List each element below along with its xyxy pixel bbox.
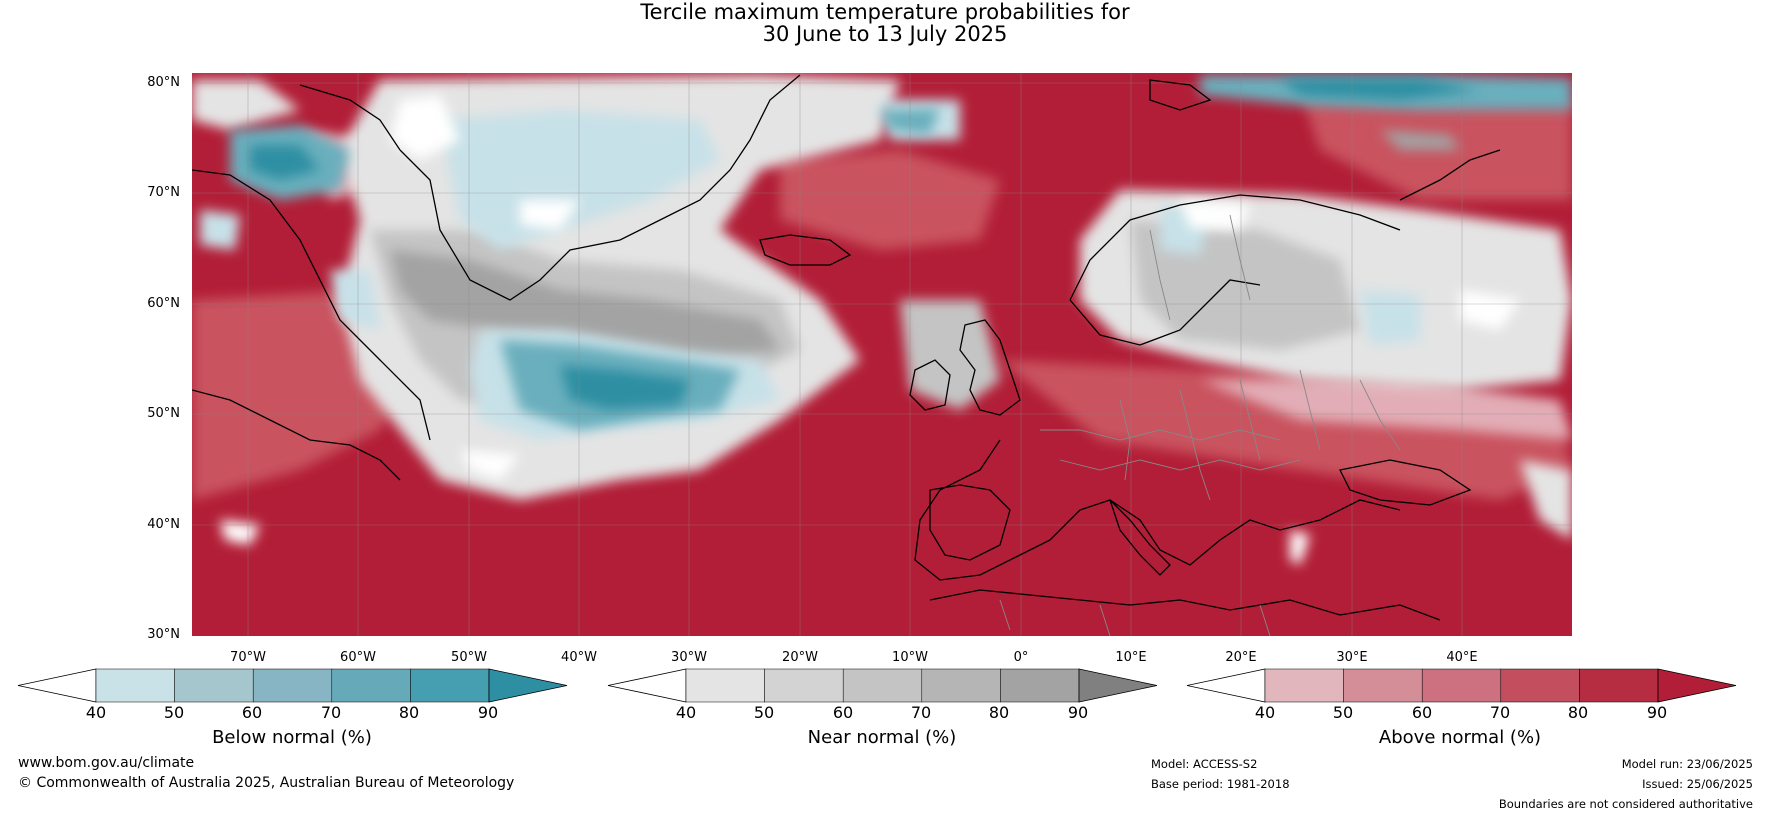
below-colorbar-segment [410, 668, 490, 703]
website-link[interactable]: www.bom.gov.au/climate [18, 755, 195, 771]
above-tick-70: 70 [1489, 703, 1511, 722]
colorbar-group [17, 668, 1737, 703]
model-text: Model: ACCESS-S2 [1151, 757, 1258, 771]
near-normal-strong-region [390, 130, 1460, 360]
map-title-line-2: 30 June to 13 July 2025 [762, 22, 1008, 46]
above-tick-90: 90 [1646, 703, 1668, 722]
below-tick-80: 80 [398, 703, 420, 722]
near-colorbar-segment [921, 668, 1001, 703]
lon-label-20w: 20°W [782, 650, 818, 665]
below-tick-90: 90 [477, 703, 499, 722]
near-colorbar-segment [685, 668, 765, 703]
above-colorbar-segment [1500, 668, 1580, 703]
above-tick-50: 50 [1332, 703, 1354, 722]
near-colorbar-segment [842, 668, 923, 703]
above-colorbar-segment [1264, 668, 1344, 703]
below-tick-40: 40 [85, 703, 107, 722]
below-colorbar-segment [95, 668, 175, 703]
lat-label-30n: 30°N [147, 627, 180, 642]
issued-text: Issued: 25/06/2025 [1642, 777, 1753, 791]
near-colorbar-segment [1000, 668, 1080, 703]
above-colorbar-segment [1343, 668, 1423, 703]
base-period-text: Base period: 1981-2018 [1151, 777, 1290, 791]
lon-label-10w: 10°W [892, 650, 928, 665]
lon-label-60w: 60°W [340, 650, 376, 665]
below-colorbar-segment [331, 668, 411, 703]
no-dominant-tercile-region [220, 95, 1520, 565]
lat-label-40n: 40°N [147, 517, 180, 532]
lon-label-20e: 20°E [1225, 650, 1257, 665]
near-tick-90: 90 [1067, 703, 1089, 722]
lon-label-30w: 30°W [671, 650, 707, 665]
below-colorbar-segment [252, 668, 333, 703]
lon-label-40w: 40°W [561, 650, 597, 665]
near-tick-60: 60 [832, 703, 854, 722]
near-tick-80: 80 [988, 703, 1010, 722]
near-tick-40: 40 [675, 703, 697, 722]
above-colorbar-segment [1421, 668, 1502, 703]
above-colorbar-segment [1579, 668, 1659, 703]
below-tick-70: 70 [320, 703, 342, 722]
map-title-line-1: Tercile maximum temperature probabilitie… [640, 0, 1130, 24]
above-colorbar-high-extension [1657, 668, 1737, 703]
lat-label-80n: 80°N [147, 75, 180, 90]
coastlines [192, 74, 1501, 621]
below-tick-60: 60 [241, 703, 263, 722]
copyright-text: © Commonwealth of Australia 2025, Austra… [18, 775, 515, 791]
near-tick-70: 70 [910, 703, 932, 722]
disclaimer-text: Boundaries are not considered authoritat… [1498, 797, 1753, 811]
lon-label-10e: 10°E [1115, 650, 1147, 665]
lat-label-50n: 50°N [147, 406, 180, 421]
below-colorbar-high-extension [488, 668, 568, 703]
lon-label-0: 0° [1013, 650, 1029, 665]
lat-label-70n: 70°N [147, 185, 180, 200]
model-run-text: Model run: 23/06/2025 [1621, 757, 1753, 771]
country-borders [999, 214, 1401, 636]
near-colorbar-high-extension [1078, 668, 1158, 703]
below-normal-colorbar-title: Below normal (%) [212, 727, 372, 748]
near-tick-50: 50 [753, 703, 775, 722]
above-tick-80: 80 [1567, 703, 1589, 722]
above-tick-40: 40 [1254, 703, 1276, 722]
near-colorbar-segment [764, 668, 844, 703]
lon-label-40e: 40°E [1446, 650, 1478, 665]
above-tick-60: 60 [1411, 703, 1433, 722]
lon-label-50w: 50°W [451, 650, 487, 665]
lon-label-30e: 30°E [1336, 650, 1368, 665]
near-normal-colorbar-title: Near normal (%) [807, 727, 957, 748]
below-colorbar-segment [174, 668, 254, 703]
below-colorbar-low-extension [17, 668, 97, 703]
below-normal-strong-region [250, 78, 1480, 410]
probability-field [192, 73, 1572, 636]
near-colorbar-low-extension [607, 668, 687, 703]
graticule [192, 73, 1572, 636]
lon-label-70w: 70°W [230, 650, 266, 665]
lat-label-60n: 60°N [147, 296, 180, 311]
above-normal-colorbar-title: Above normal (%) [1378, 727, 1542, 748]
below-tick-50: 50 [163, 703, 185, 722]
above-colorbar-low-extension [1186, 668, 1266, 703]
